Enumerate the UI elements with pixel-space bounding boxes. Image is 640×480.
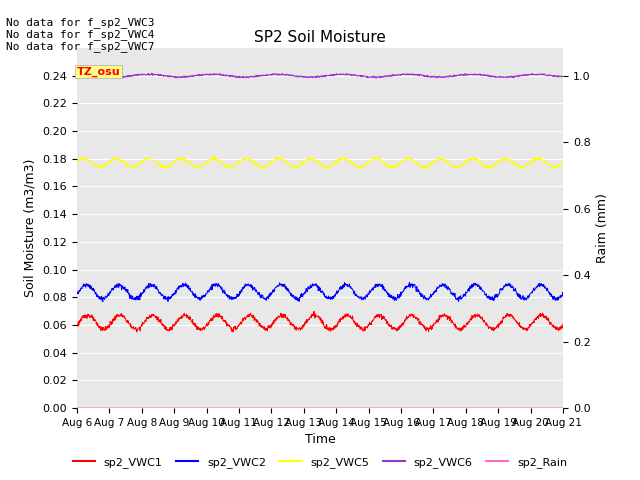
Text: No data for f_sp2_VWC4: No data for f_sp2_VWC4 <box>6 29 155 40</box>
sp2_VWC2 <box>111 283 118 288</box>
sp2_VWC1 <box>559 321 567 326</box>
sp2_VWC2 <box>559 293 567 299</box>
sp2_VWC5 <box>356 166 364 171</box>
Line: sp2_VWC6: sp2_VWC6 <box>77 73 563 78</box>
sp2_Rain <box>298 405 306 411</box>
Line: sp2_VWC1: sp2_VWC1 <box>77 312 563 332</box>
Title: SP2 Soil Moisture: SP2 Soil Moisture <box>254 30 386 46</box>
Text: No data for f_sp2_VWC3: No data for f_sp2_VWC3 <box>6 17 155 28</box>
sp2_VWC1 <box>229 329 237 335</box>
sp2_VWC5 <box>131 164 138 170</box>
Y-axis label: Soil Moisture (m3/m3): Soil Moisture (m3/m3) <box>24 159 36 297</box>
sp2_VWC6 <box>298 74 306 80</box>
sp2_VWC6 <box>559 74 567 80</box>
sp2_VWC6 <box>280 72 287 77</box>
sp2_VWC5 <box>349 161 357 167</box>
sp2_VWC6 <box>350 72 358 78</box>
sp2_VWC6 <box>73 72 81 77</box>
sp2_VWC5 <box>279 157 287 163</box>
Line: sp2_VWC2: sp2_VWC2 <box>77 282 563 302</box>
sp2_VWC6 <box>372 75 380 81</box>
sp2_VWC5 <box>559 159 567 165</box>
sp2_Rain <box>131 405 138 411</box>
Text: TZ_osu: TZ_osu <box>77 66 120 77</box>
sp2_VWC2 <box>290 292 298 298</box>
sp2_VWC2 <box>298 292 306 298</box>
sp2_VWC1 <box>310 309 318 314</box>
sp2_VWC1 <box>298 323 306 329</box>
sp2_VWC1 <box>73 324 81 330</box>
X-axis label: Time: Time <box>305 433 335 446</box>
sp2_VWC6 <box>111 74 118 80</box>
sp2_Rain <box>73 405 81 411</box>
sp2_VWC1 <box>111 317 118 323</box>
Y-axis label: Raim (mm): Raim (mm) <box>596 193 609 263</box>
sp2_VWC1 <box>280 315 287 321</box>
sp2_VWC2 <box>280 284 287 289</box>
sp2_VWC6 <box>131 72 138 78</box>
sp2_VWC1 <box>350 320 358 325</box>
sp2_VWC6 <box>148 70 156 76</box>
Line: sp2_VWC5: sp2_VWC5 <box>77 157 563 168</box>
Legend: sp2_VWC1, sp2_VWC2, sp2_VWC5, sp2_VWC6, sp2_Rain: sp2_VWC1, sp2_VWC2, sp2_VWC5, sp2_VWC6, … <box>68 452 572 472</box>
sp2_VWC5 <box>289 164 297 169</box>
sp2_VWC6 <box>290 72 298 78</box>
sp2_Rain <box>111 405 118 411</box>
sp2_VWC1 <box>290 322 298 327</box>
sp2_Rain <box>349 405 357 411</box>
sp2_VWC2 <box>350 291 358 297</box>
Text: No data for f_sp2_VWC7: No data for f_sp2_VWC7 <box>6 41 155 52</box>
sp2_Rain <box>559 405 567 411</box>
sp2_VWC5 <box>73 159 81 165</box>
sp2_Rain <box>289 405 297 411</box>
sp2_VWC2 <box>131 297 138 302</box>
sp2_VWC5 <box>298 161 306 167</box>
sp2_VWC5 <box>370 155 378 160</box>
sp2_VWC5 <box>111 156 118 162</box>
sp2_VWC1 <box>131 326 138 332</box>
sp2_VWC2 <box>99 299 107 305</box>
sp2_VWC2 <box>406 279 413 285</box>
sp2_Rain <box>279 405 287 411</box>
sp2_VWC2 <box>73 289 81 295</box>
